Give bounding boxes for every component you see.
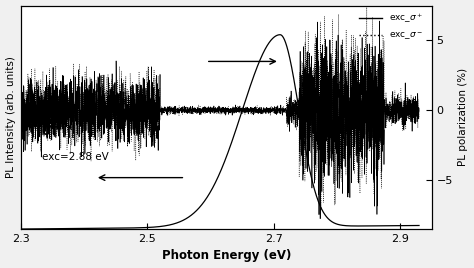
Y-axis label: PL Intensity (arb. units): PL Intensity (arb. units) xyxy=(6,56,16,178)
Text: 0T: 0T xyxy=(42,125,59,138)
X-axis label: Photon Energy (eV): Photon Energy (eV) xyxy=(162,250,291,262)
Text: exc=2.88 eV: exc=2.88 eV xyxy=(42,152,109,162)
Y-axis label: PL polarization (%): PL polarization (%) xyxy=(458,68,468,166)
Legend: exc_$\sigma^+$, exc_$\sigma^-$: exc_$\sigma^+$, exc_$\sigma^-$ xyxy=(356,8,427,45)
